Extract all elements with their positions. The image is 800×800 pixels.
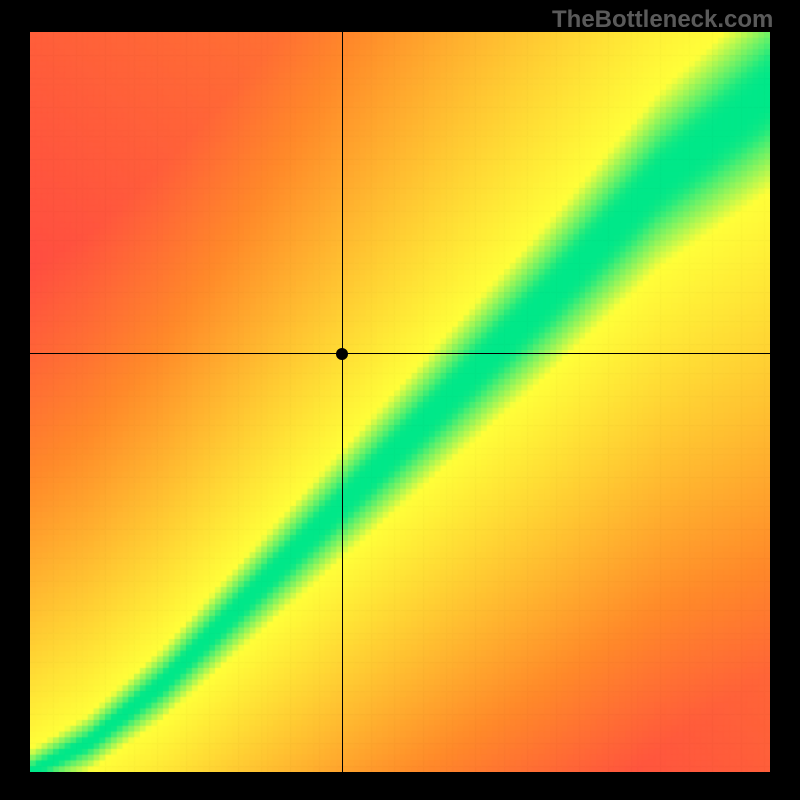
crosshair-horizontal (30, 353, 770, 354)
heatmap-canvas (30, 32, 770, 772)
watermark-text: TheBottleneck.com (552, 6, 773, 34)
heatmap-plot (30, 32, 770, 772)
crosshair-vertical (342, 32, 343, 772)
